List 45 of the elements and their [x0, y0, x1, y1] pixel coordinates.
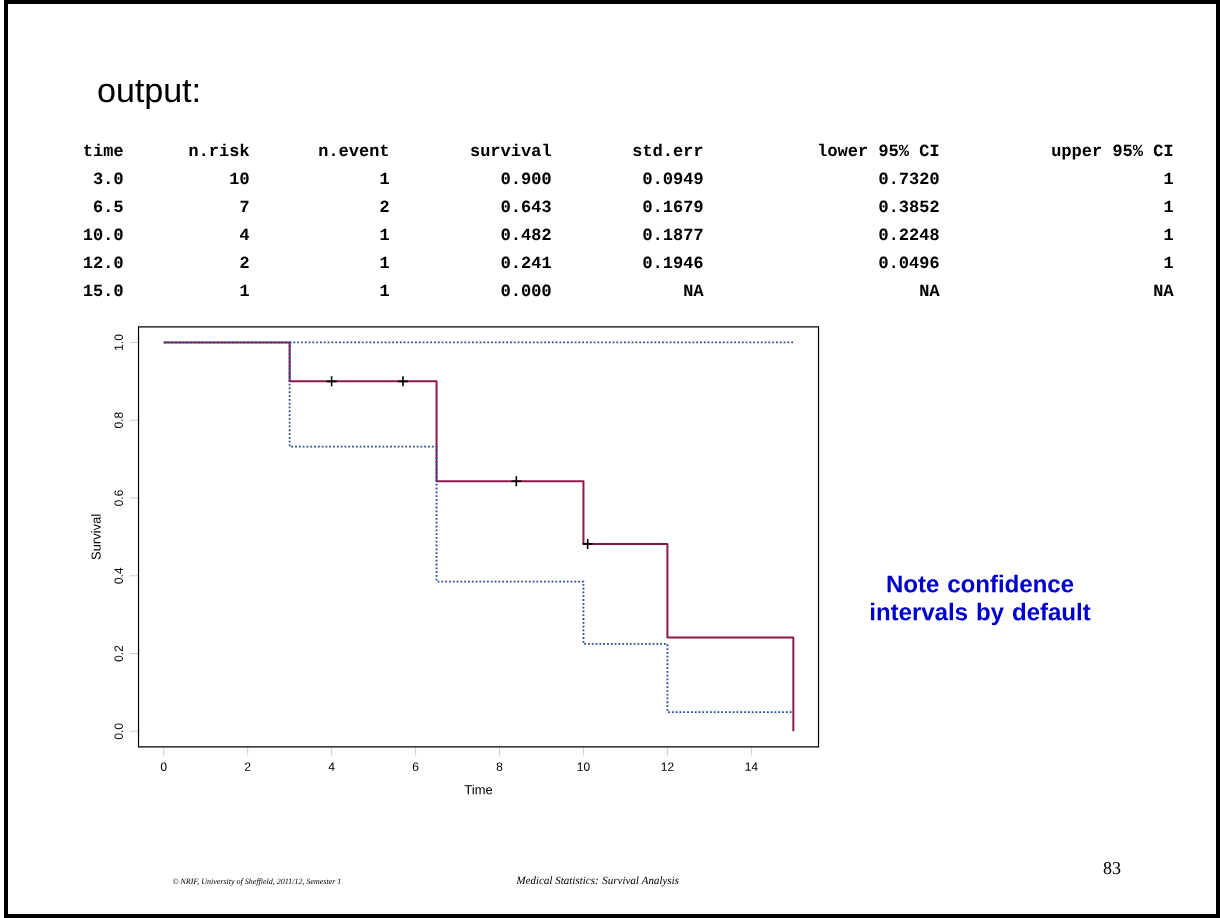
text: 1: [380, 228, 389, 240]
text: 12.0: [83, 256, 123, 269]
text: 1: [240, 284, 249, 296]
text: NA: [920, 284, 940, 296]
text: 0.900: [501, 172, 551, 185]
text: 0.3852: [879, 200, 939, 213]
text: 2: [240, 256, 249, 268]
text: 0.1877: [643, 228, 703, 241]
text: lower 95% CI: [819, 143, 939, 157]
text: 15.0: [83, 284, 123, 297]
text: 0.1679: [643, 200, 703, 213]
text: 1: [380, 172, 389, 184]
text: 0.2248: [879, 228, 939, 241]
text: 7: [240, 200, 249, 212]
text: 0.643: [501, 200, 551, 213]
text: 83: [1103, 862, 1121, 875]
text: 1: [1164, 228, 1173, 240]
text: 0.1946: [643, 256, 703, 269]
text: std.err: [633, 143, 703, 157]
text: 0.0496: [879, 256, 939, 269]
text: 0.241: [501, 256, 551, 269]
text: Note confidence intervals by default: [870, 574, 1091, 626]
text: 2: [380, 200, 389, 212]
text: 1: [380, 284, 389, 296]
text: 1: [1164, 256, 1173, 268]
text: 0.0949: [643, 172, 703, 185]
text: 4: [240, 228, 250, 240]
text: n.risk: [189, 143, 250, 157]
text: time: [84, 143, 123, 157]
text: NA: [684, 284, 704, 296]
text: 1: [1164, 172, 1173, 184]
text: upper 95% CI: [1052, 144, 1173, 160]
text: 3.0: [93, 172, 123, 185]
text: n.event: [319, 144, 388, 157]
chart-title: output:: [98, 80, 198, 110]
text: 6.5: [94, 200, 123, 213]
text: 1: [380, 256, 389, 268]
text: 10.0: [83, 228, 123, 241]
text: survival: [471, 143, 551, 157]
text: 0.482: [501, 228, 551, 241]
text: NA: [1154, 284, 1174, 296]
text: 1: [1164, 200, 1173, 212]
text: 0.000: [501, 284, 551, 297]
text: 0.7320: [879, 172, 939, 185]
text: 10: [230, 172, 249, 185]
